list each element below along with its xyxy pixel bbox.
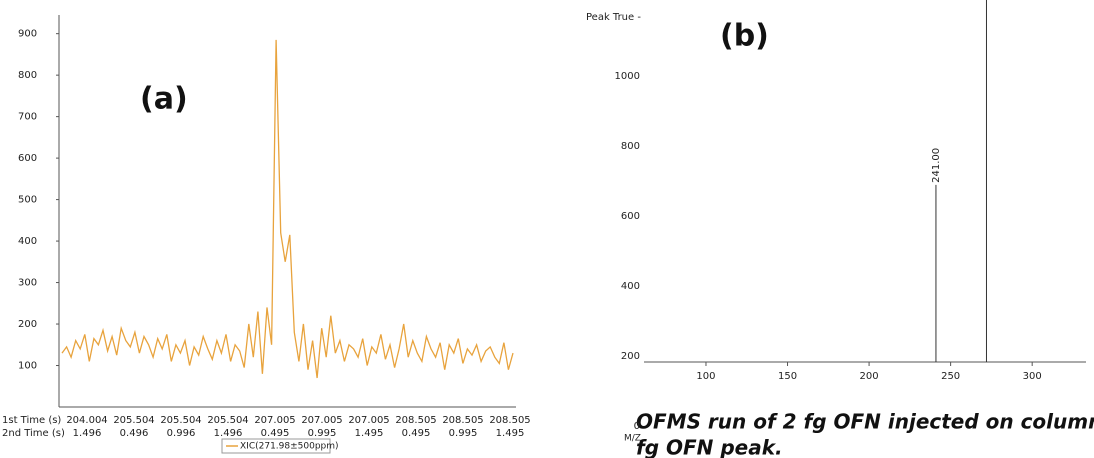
x-tick-label: 100 <box>696 371 715 382</box>
x-row-label: 2nd Time (s) <box>2 428 65 439</box>
x-tick-label: 205.504 <box>113 415 154 426</box>
x-tick-label: 200 <box>860 371 879 382</box>
caption: fg OFN peak. <box>636 436 783 458</box>
y-tick-label: 500 <box>18 195 37 206</box>
y-tick-label: 1000 <box>615 71 640 82</box>
y-tick-label: 600 <box>18 153 37 164</box>
y-axis-label: Peak True - <box>586 12 641 23</box>
x-tick-label: 205.504 <box>207 415 248 426</box>
x-tick-label: 1.495 <box>355 428 384 439</box>
y-tick-label: 300 <box>18 278 37 289</box>
x-tick-label: 208.505 <box>395 415 436 426</box>
x-tick-label: 0.995 <box>308 428 337 439</box>
x-tick-label: 0.496 <box>120 428 149 439</box>
legend-box <box>221 438 331 454</box>
x-tick-label: 150 <box>778 371 797 382</box>
annotation: (b) <box>720 19 769 54</box>
y-tick-label: 0 <box>634 421 640 432</box>
x-tick-label: 205.504 <box>160 415 201 426</box>
x-axis-label: M/Z <box>624 434 641 444</box>
x-row-label: 1st Time (s) <box>2 415 61 426</box>
x-tick-label: 207.005 <box>301 415 342 426</box>
x-tick-label: 208.505 <box>442 415 483 426</box>
stem-label: 241.00 <box>931 148 942 183</box>
x-tick-label: 0.996 <box>167 428 196 439</box>
y-tick-label: 400 <box>621 281 640 292</box>
y-tick-label: 900 <box>18 29 37 40</box>
x-tick-label: 1.495 <box>496 428 525 439</box>
x-tick-label: 1.496 <box>73 428 102 439</box>
x-tick-label: 250 <box>941 371 960 382</box>
x-tick-label: 0.995 <box>449 428 478 439</box>
caption: OFMS run of 2 fg OFN injected on column. <box>636 410 1094 434</box>
y-tick-label: 100 <box>18 361 37 372</box>
y-tick-label: 600 <box>621 211 640 222</box>
y-tick-label: 400 <box>18 236 37 247</box>
y-tick-label: 800 <box>18 70 37 81</box>
legend-label: XIC(271.98±500ppm) <box>240 442 339 452</box>
y-tick-label: 200 <box>18 319 37 330</box>
x-tick-label: 207.005 <box>348 415 389 426</box>
x-tick-label: 300 <box>1023 371 1042 382</box>
x-tick-label: 208.505 <box>489 415 530 426</box>
x-tick-label: 0.495 <box>402 428 431 439</box>
annotation: (a) <box>140 82 188 117</box>
y-tick-label: 800 <box>621 141 640 152</box>
x-tick-label: 0.495 <box>261 428 290 439</box>
y-tick-label: 700 <box>18 112 37 123</box>
x-tick-label: 204.004 <box>66 415 107 426</box>
y-tick-label: 200 <box>621 351 640 362</box>
x-tick-label: 1.496 <box>214 428 243 439</box>
series-line <box>61 39 514 379</box>
x-tick-label: 207.005 <box>254 415 295 426</box>
